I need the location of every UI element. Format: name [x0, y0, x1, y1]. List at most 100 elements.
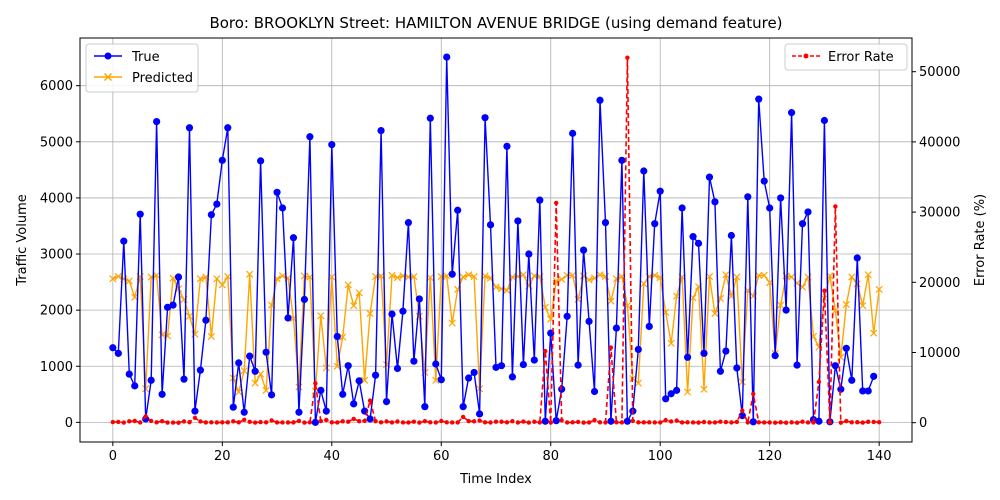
- true-point: [525, 250, 533, 258]
- error-rate-point: [198, 419, 203, 424]
- error-rate-point: [428, 420, 433, 425]
- true-point: [207, 211, 215, 219]
- error-rate-point: [816, 379, 822, 385]
- predicted-point: [393, 273, 402, 282]
- predicted-point: [733, 273, 741, 281]
- predicted-point: [224, 272, 232, 281]
- legend-predicted-marker: [103, 72, 113, 82]
- error-rate-point: [170, 420, 176, 425]
- error-rate-point: [745, 420, 750, 425]
- error-rate-point: [132, 418, 137, 424]
- predicted-point: [683, 388, 692, 396]
- y2-tick-label: 20000: [919, 276, 960, 291]
- true-point: [273, 188, 281, 196]
- error-rate-point: [772, 420, 778, 425]
- error-rate-point: [636, 420, 641, 425]
- x-axis: 0 20 40 60 80 100 120 140: [109, 442, 892, 464]
- predicted-point: [377, 272, 385, 280]
- predicted-point: [213, 275, 221, 283]
- true-point: [322, 407, 330, 415]
- true-point: [382, 398, 391, 406]
- true-point: [306, 133, 314, 141]
- error-rate-point: [493, 419, 499, 424]
- x-tick-label: 0: [109, 449, 117, 464]
- true-point: [782, 306, 790, 314]
- error-rate-point: [209, 420, 214, 425]
- x-tick-label: 40: [324, 449, 341, 464]
- error-rate-point: [439, 418, 444, 424]
- error-rate-point: [148, 418, 154, 424]
- error-rate-point: [608, 345, 614, 350]
- true-point: [454, 206, 462, 214]
- error-rate-point: [324, 417, 329, 423]
- error-rate-point: [220, 420, 225, 425]
- true-point: [787, 109, 796, 117]
- true-point: [235, 359, 243, 367]
- true-point: [705, 173, 714, 181]
- error-rate-point: [762, 420, 767, 425]
- error-rate-point: [690, 420, 696, 425]
- true-point: [673, 386, 681, 394]
- error-rate-point: [696, 420, 701, 425]
- true-point: [601, 219, 610, 227]
- true-point: [246, 352, 254, 360]
- error-rate-point: [679, 420, 685, 425]
- error-rate-point: [767, 420, 772, 425]
- error-rate-point: [751, 391, 756, 397]
- true-point: [870, 372, 878, 380]
- true-point: [185, 124, 194, 132]
- true-point: [514, 217, 522, 225]
- y-tick-label: 0: [65, 416, 73, 431]
- predicted-point: [114, 272, 122, 281]
- error-rate-point: [313, 381, 318, 386]
- predicted-point: [350, 302, 358, 310]
- error-rate-point: [537, 420, 542, 425]
- error-rate-point: [876, 419, 882, 425]
- error-rate-point: [389, 420, 395, 425]
- predicted-markers: [109, 270, 883, 396]
- predicted-point: [366, 309, 374, 318]
- true-point: [311, 418, 319, 426]
- true-point: [196, 366, 205, 374]
- predicted-point: [262, 386, 270, 395]
- true-point: [481, 114, 489, 122]
- predicted-point: [569, 271, 577, 279]
- error-rate-point: [154, 420, 159, 425]
- true-point: [377, 126, 385, 135]
- y-tick-label: 4000: [40, 191, 73, 206]
- error-rate-point: [564, 420, 570, 425]
- error-rate-point: [422, 418, 428, 424]
- true-point: [651, 220, 659, 228]
- true-point: [328, 141, 336, 149]
- error-rate-point: [340, 419, 345, 424]
- predicted-point: [607, 297, 615, 305]
- error-rate-point: [860, 420, 865, 425]
- error-rate-point: [586, 420, 592, 425]
- true-point: [410, 357, 418, 365]
- y-axis-label: Traffic Volume: [15, 194, 30, 287]
- plot-area: [109, 53, 883, 426]
- predicted-point: [300, 272, 309, 280]
- error-rate-point: [247, 419, 252, 425]
- true-point: [503, 142, 511, 150]
- error-rate-point: [844, 418, 849, 424]
- predicted-point: [842, 300, 850, 309]
- true-point: [530, 356, 538, 364]
- error-rate-point: [269, 418, 274, 423]
- error-rate-point: [181, 419, 187, 424]
- true-point: [645, 322, 653, 331]
- error-rate-point: [504, 420, 510, 425]
- predicted-point: [361, 376, 369, 384]
- true-point: [579, 246, 588, 254]
- predicted-point: [322, 364, 330, 372]
- true-point: [262, 348, 270, 356]
- y-tick-label: 2000: [40, 304, 73, 319]
- y2-tick-label: 0: [919, 416, 927, 431]
- true-point: [574, 361, 582, 369]
- y2-tick-label: 40000: [919, 135, 960, 150]
- error-rate-point: [477, 418, 482, 423]
- true-point: [656, 187, 664, 195]
- predicted-point: [251, 379, 259, 387]
- error-rate-point: [318, 418, 324, 424]
